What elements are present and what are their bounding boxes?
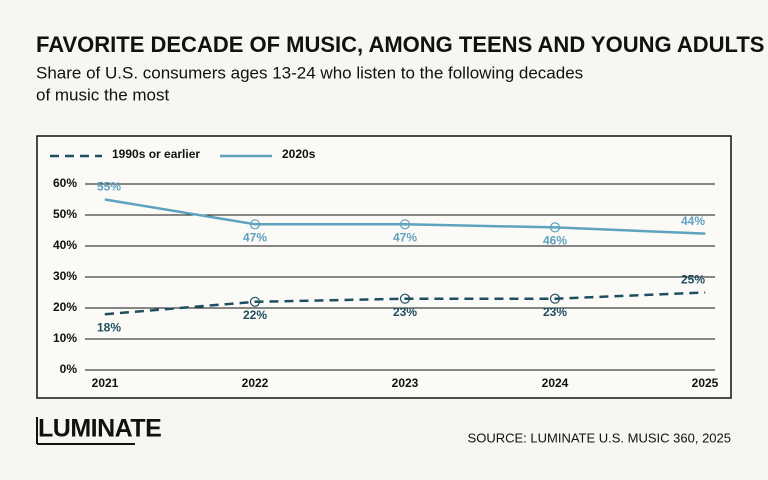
x-tick-label: 2022 <box>242 376 269 390</box>
point-marker <box>399 293 411 304</box>
logo: LUMINATE <box>38 415 161 443</box>
value-label: 23% <box>543 305 567 319</box>
point-marker <box>249 219 261 230</box>
chart-subtitle: of music the most <box>36 85 169 104</box>
y-tick-label: 30% <box>53 269 77 283</box>
x-tick-label: 2025 <box>692 376 719 390</box>
point-marker <box>104 313 106 315</box>
point-marker <box>704 233 706 235</box>
chart-title: FAVORITE DECADE OF MUSIC, AMONG TEENS AN… <box>36 32 764 57</box>
point-marker <box>249 296 261 307</box>
y-tick-label: 20% <box>53 300 77 314</box>
x-tick-label: 2024 <box>542 376 569 390</box>
x-tick-label: 2023 <box>392 376 419 390</box>
value-label: 18% <box>97 320 121 334</box>
legend-label: 1990s or earlier <box>112 147 200 161</box>
legend-label: 2020s <box>282 147 316 161</box>
value-label: 47% <box>393 230 417 244</box>
value-label: 46% <box>543 234 567 248</box>
value-label: 47% <box>243 230 267 244</box>
y-tick-label: 0% <box>60 362 78 376</box>
value-label: 25% <box>681 273 705 287</box>
value-label: 44% <box>681 214 705 228</box>
x-tick-label: 2021 <box>92 376 119 390</box>
plot-frame <box>36 135 732 399</box>
value-label: 55% <box>97 180 121 194</box>
series-line <box>104 291 706 316</box>
value-label: 23% <box>393 305 417 319</box>
value-label: 22% <box>243 308 267 322</box>
y-tick-label: 50% <box>53 207 77 221</box>
point-marker <box>704 292 706 293</box>
point-marker <box>104 199 106 200</box>
point-marker <box>549 293 561 304</box>
series-line <box>104 198 706 235</box>
chart-subtitle: Share of U.S. consumers ages 13-24 who l… <box>36 63 583 82</box>
y-tick-label: 40% <box>53 238 77 252</box>
y-tick-label: 10% <box>53 331 77 345</box>
y-tick-label: 60% <box>53 176 77 190</box>
source: SOURCE: LUMINATE U.S. MUSIC 360, 2025 <box>468 430 731 445</box>
point-marker <box>549 222 561 233</box>
point-marker <box>399 219 411 230</box>
